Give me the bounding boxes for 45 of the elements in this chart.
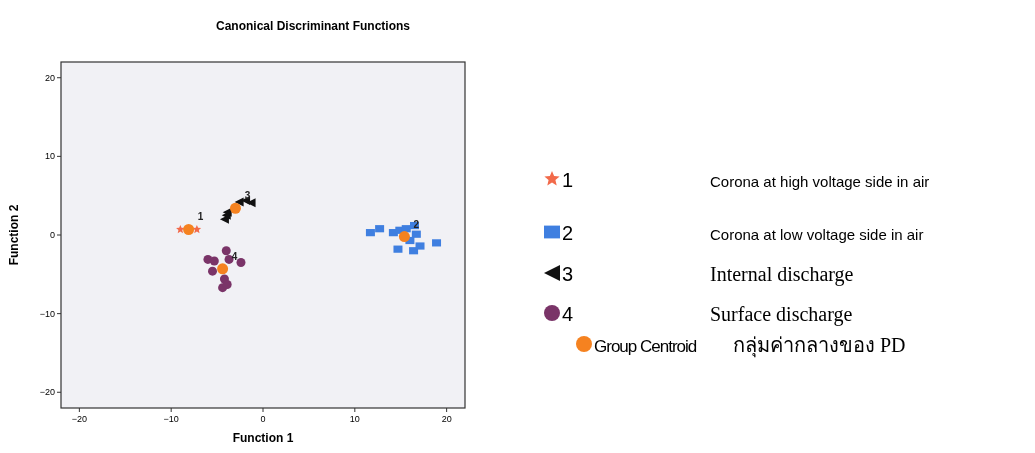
y-tick-label: 0 (49, 230, 55, 240)
x-axis-title: Function 1 (232, 431, 294, 445)
annotation: 4 (231, 250, 238, 262)
text: Corona at low voltage side in air (710, 226, 924, 243)
y-tick-label: −10 (39, 308, 55, 319)
y-axis-title: Function 2 (7, 204, 21, 266)
x-tick-label: 20 (441, 414, 452, 424)
point (236, 258, 246, 268)
x-tick-label: −10 (163, 414, 179, 424)
point (192, 225, 202, 234)
annotation: 1 (197, 211, 204, 223)
annotation: 3 (244, 190, 251, 202)
point (415, 242, 425, 250)
point (398, 231, 410, 243)
point (222, 280, 232, 290)
y-tick-label: 20 (44, 72, 55, 83)
x-tick-label: 10 (349, 414, 360, 424)
text: Surface discharge (710, 303, 853, 326)
point (176, 225, 185, 234)
annotation: 2 (413, 218, 420, 230)
text: Corona at high voltage side in air (710, 173, 930, 190)
point (208, 266, 217, 276)
point (229, 202, 241, 214)
point (375, 225, 385, 233)
point (365, 229, 375, 237)
legend-label: 1 (562, 169, 574, 191)
point (411, 230, 421, 238)
y-tick-label: 10 (44, 151, 55, 162)
legend-label: Group Centroid (594, 337, 697, 356)
point (432, 239, 442, 247)
x-tick-label: −20 (71, 414, 87, 424)
point (393, 245, 403, 253)
point (217, 263, 229, 275)
point (246, 198, 256, 208)
legend-label: 4 (562, 303, 574, 325)
text: กลุ่มค่ากลางของ PD (733, 334, 906, 358)
y-tick-label: −20 (39, 387, 55, 398)
text: Internal discharge (710, 263, 854, 286)
point (221, 246, 231, 256)
legend-label: 3 (562, 263, 574, 285)
x-tick-label: 0 (260, 414, 266, 424)
point (183, 224, 195, 235)
chart-title: Canonical Discriminant Functions (215, 19, 411, 33)
legend-label: 2 (562, 222, 574, 244)
point (209, 256, 219, 266)
